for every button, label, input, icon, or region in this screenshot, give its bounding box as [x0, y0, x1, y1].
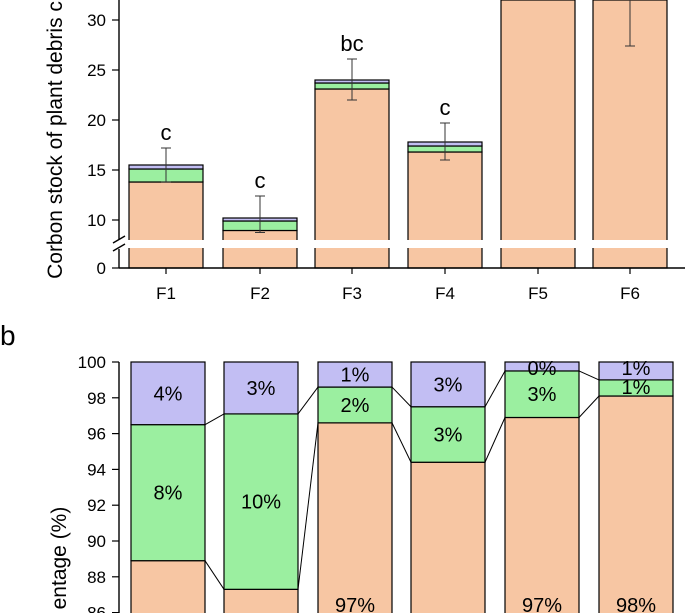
y-tick-label-b-100: 100: [78, 353, 106, 372]
y-tick-label-a-10: 10: [87, 211, 106, 230]
y-tick-label-a-0: 0: [97, 259, 106, 278]
panel-label-b: b: [0, 320, 16, 351]
y-tick-label-b-88: 88: [87, 568, 106, 587]
x-tick-label-a-F2: F2: [250, 284, 270, 303]
y-tick-label-b-94: 94: [87, 460, 106, 479]
segment-label-F1-middle: 8%: [154, 483, 183, 505]
segment-label-F5-bottom: 97%: [522, 595, 562, 613]
connector-bottom-F3-F4: [391, 422, 412, 463]
segment-label-F3-top: 1%: [341, 365, 370, 387]
segment-label-F4-middle: 3%: [434, 424, 463, 446]
segment-label-F2-top: 3%: [247, 378, 276, 400]
bar-a-F2-bottom: [222, 229, 298, 269]
connector-middle-F3-F4: [391, 386, 412, 408]
bar-b-F6-top: [598, 361, 674, 381]
bar-b-F2-bottom: [223, 588, 299, 613]
bar-a-F1-bottom: [128, 181, 204, 269]
axis-break-mark-2: [112, 243, 126, 252]
segment-label-F2-middle: 10%: [241, 492, 281, 514]
y-tick-label-b-90: 90: [87, 532, 106, 551]
bar-b-F2-top: [223, 361, 299, 415]
segment-label-F1-top: 4%: [154, 383, 183, 405]
bar-b-F1-middle: [130, 424, 206, 562]
bar-b-F2-middle: [223, 413, 299, 590]
segment-label-F3-bottom: 97%: [335, 595, 375, 613]
bar-b-F3-middle: [317, 386, 393, 424]
bar-b-F3-top: [317, 361, 393, 388]
segment-label-F4-top: 3%: [434, 374, 463, 396]
x-tick-label-a-F5: F5: [528, 284, 548, 303]
x-tick-label-a-F4: F4: [435, 284, 455, 303]
bar-a-F3-bottom: [314, 88, 390, 269]
bar-b-F4-middle: [410, 406, 486, 463]
segment-label-F3-middle: 2%: [341, 395, 370, 417]
significance-letter-F2: c: [255, 168, 266, 193]
bar-b-F1-bottom: [130, 560, 206, 613]
y-axis-title-a: Corbon stock of plant debris c: [44, 1, 67, 279]
connector-bottom-F1-F2: [204, 560, 225, 590]
bar-b-F5-bottom: [504, 416, 580, 613]
y-tick-label-b-86: 86: [87, 604, 106, 613]
significance-letter-F3: bc: [340, 31, 363, 56]
y-tick-label-b-92: 92: [87, 496, 106, 515]
y-tick-label-b-98: 98: [87, 389, 106, 408]
segment-label-F6-bottom: 98%: [616, 595, 656, 613]
segment-label-F6-middle: 1%: [622, 377, 651, 399]
bar-b-F1-top: [130, 361, 206, 426]
axis-break-band: [112, 240, 685, 248]
bar-b-F5-top: [504, 361, 580, 372]
connector-bottom-F4-F5: [484, 417, 506, 463]
segment-label-F6-top: 1%: [622, 358, 651, 380]
bar-b-F3-bottom: [317, 422, 393, 613]
connector-middle-F4-F5: [484, 370, 506, 407]
y-tick-label-a-30: 30: [87, 11, 106, 30]
bar-b-F6-bottom: [598, 395, 674, 613]
bar-b-F5-middle: [504, 370, 580, 419]
y-axis-title-b: entage (%): [48, 507, 71, 610]
x-tick-label-a-F3: F3: [342, 284, 362, 303]
y-tick-label-a-25: 25: [87, 61, 106, 80]
segment-label-F5-middle: 3%: [528, 384, 557, 406]
bar-b-F4-bottom: [410, 461, 486, 613]
axis-break-mark-1: [112, 235, 126, 244]
y-tick-label-b-96: 96: [87, 425, 106, 444]
segment-label-F5-top: 0%: [528, 358, 557, 380]
bar-a-F4-bottom: [407, 151, 483, 269]
connector-bottom-F5-F6: [578, 395, 600, 418]
bar-a-F5-bottom: [500, 0, 576, 269]
connector-bottom-F2-F3: [297, 422, 319, 590]
significance-letter-F1: c: [161, 120, 172, 145]
significance-letter-F4: c: [440, 95, 451, 120]
connector-middle-F5-F6: [578, 370, 600, 381]
connector-middle-F2-F3: [297, 386, 319, 415]
bar-b-F4-top: [410, 361, 486, 408]
x-tick-label-a-F1: F1: [156, 284, 176, 303]
y-tick-label-a-15: 15: [87, 161, 106, 180]
x-tick-label-a-F6: F6: [620, 284, 640, 303]
connector-middle-F1-F2: [204, 413, 225, 426]
y-tick-label-a-20: 20: [87, 111, 106, 130]
